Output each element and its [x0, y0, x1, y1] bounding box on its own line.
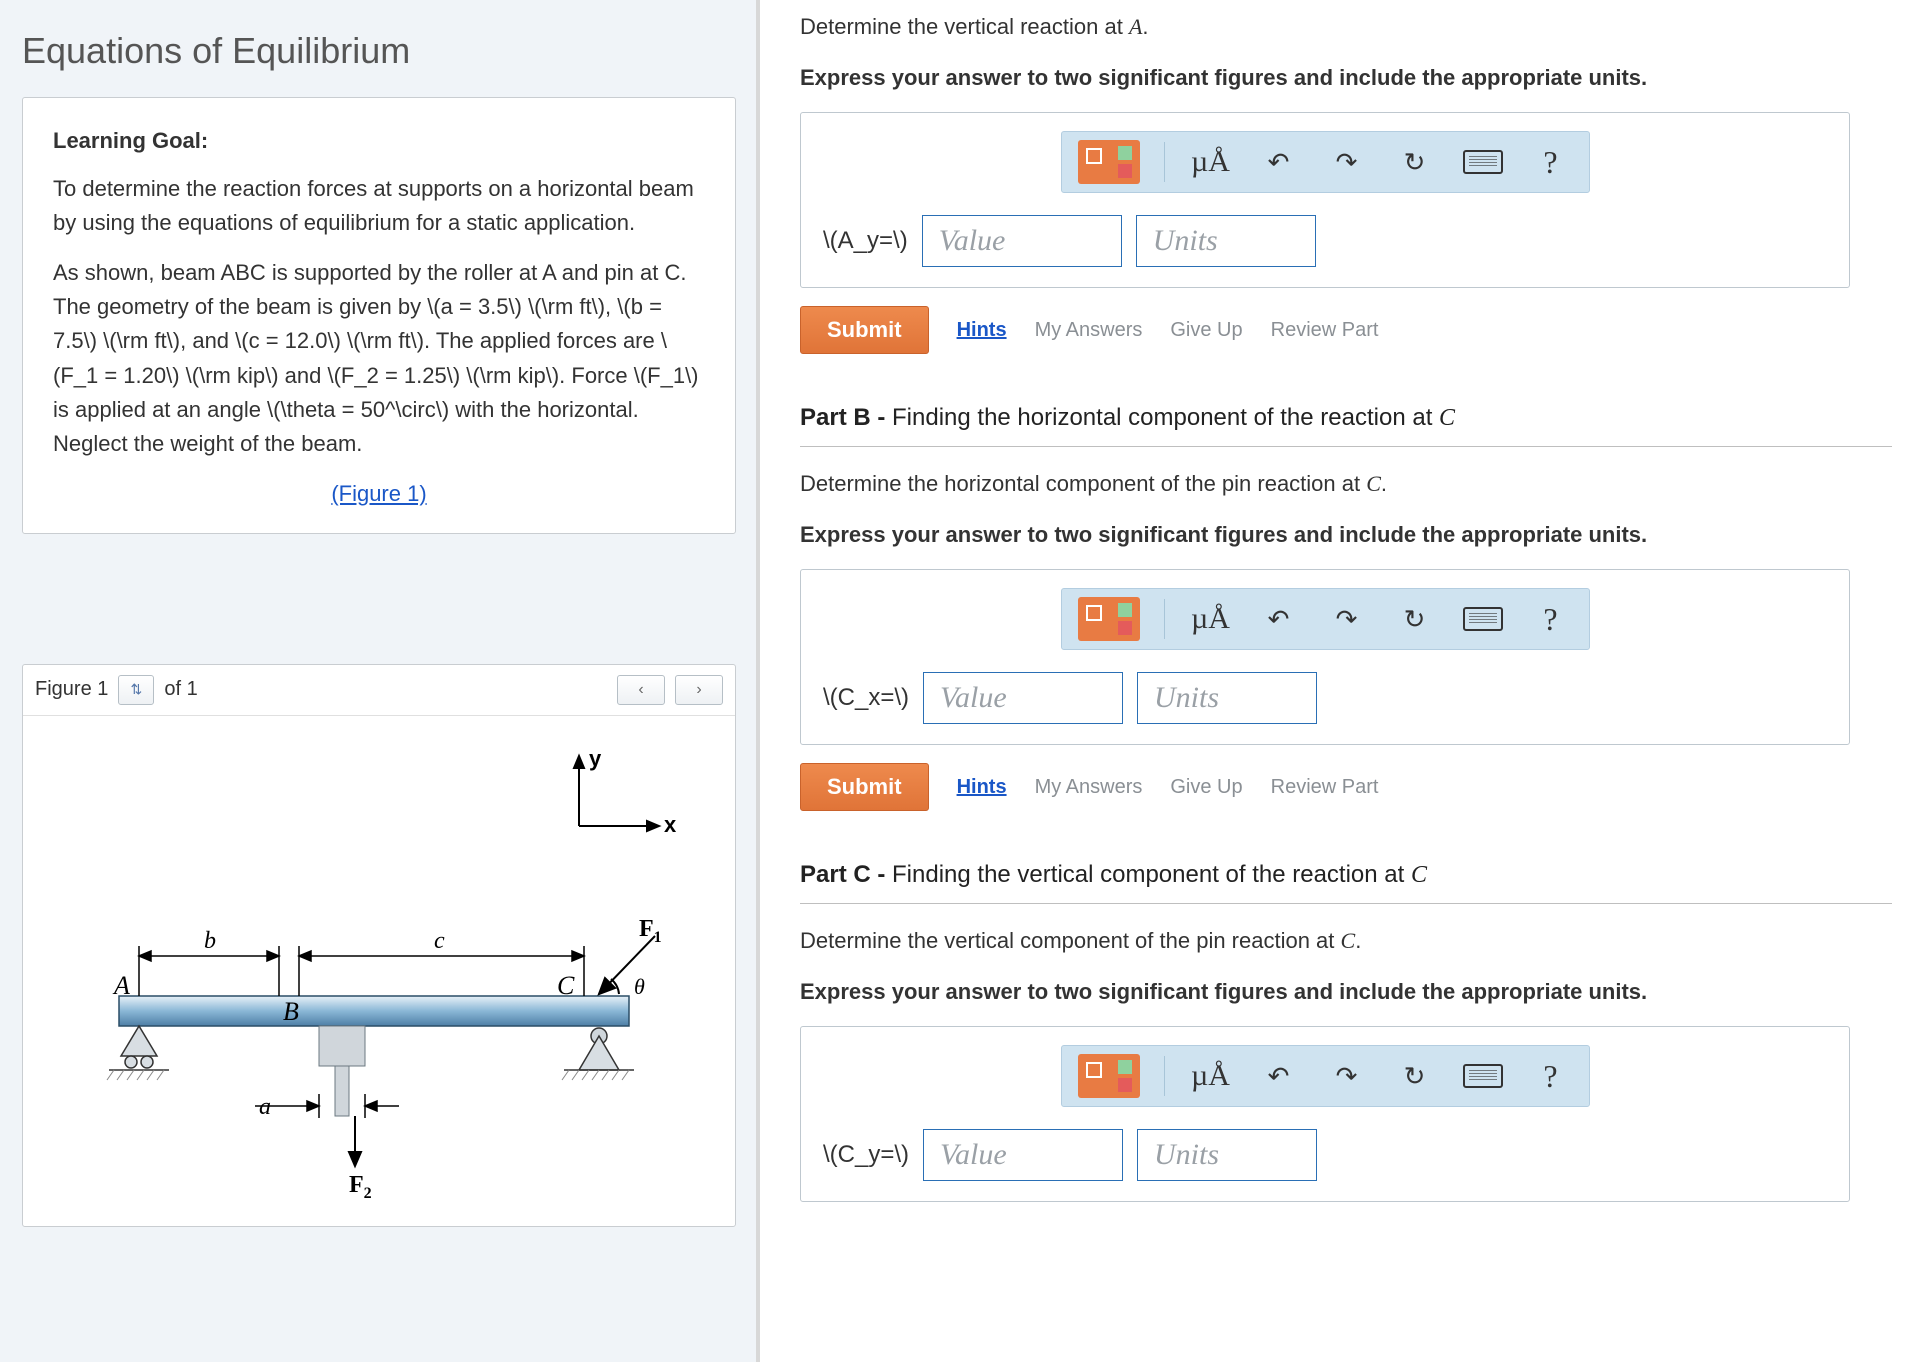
review-part-link[interactable]: Review Part — [1271, 319, 1379, 342]
toolbar-divider — [1164, 599, 1165, 639]
svg-text:c: c — [434, 928, 445, 954]
keyboard-icon[interactable] — [1461, 140, 1505, 184]
part-c-prompt: Determine the vertical component of the … — [800, 924, 1892, 957]
submit-button[interactable]: Submit — [800, 763, 929, 811]
figure-header: Figure 1 ⇅ of 1 ‹ › — [23, 665, 735, 716]
part-a-value-input[interactable]: Value — [922, 215, 1122, 267]
keyboard-icon[interactable] — [1461, 1054, 1505, 1098]
svg-text:F2: F2 — [349, 1172, 372, 1202]
part-c-var-label: \(C_y=\) — [823, 1141, 909, 1169]
review-part-link[interactable]: Review Part — [1271, 776, 1379, 799]
part-a-actions: Submit Hints My Answers Give Up Review P… — [800, 306, 1892, 354]
units-icon[interactable]: µÅ — [1189, 140, 1233, 184]
svg-text:x: x — [664, 812, 677, 837]
part-c-value-input[interactable]: Value — [923, 1129, 1123, 1181]
keyboard-icon[interactable] — [1461, 597, 1505, 641]
svg-text:A: A — [112, 971, 130, 1000]
templates-icon[interactable] — [1078, 140, 1140, 184]
svg-text:a: a — [259, 1094, 271, 1120]
part-b-value-input[interactable]: Value — [923, 672, 1123, 724]
part-b-toolbar: µÅ ↶ ↷ ↻ ? — [1061, 588, 1590, 650]
page-title: Equations of Equilibrium — [22, 30, 736, 72]
part-b-answer-box: µÅ ↶ ↷ ↻ ? \(C_x=\) Value Units — [800, 569, 1850, 745]
redo-icon[interactable]: ↷ — [1325, 1054, 1369, 1098]
my-answers-link[interactable]: My Answers — [1035, 776, 1143, 799]
figure-body: y x — [23, 716, 735, 1226]
templates-icon[interactable] — [1078, 597, 1140, 641]
templates-icon[interactable] — [1078, 1054, 1140, 1098]
part-b-actions: Submit Hints My Answers Give Up Review P… — [800, 763, 1892, 811]
figure-next-button[interactable]: › — [675, 675, 723, 705]
svg-text:y: y — [589, 746, 602, 771]
figure-label: Figure 1 — [35, 678, 108, 701]
toolbar-divider — [1164, 1056, 1165, 1096]
left-panel: Equations of Equilibrium Learning Goal: … — [0, 0, 760, 1362]
reset-icon[interactable]: ↻ — [1393, 597, 1437, 641]
learning-goal-label: Learning Goal: — [53, 124, 705, 158]
part-c: Part C - Finding the vertical component … — [800, 847, 1892, 1202]
give-up-link[interactable]: Give Up — [1170, 319, 1242, 342]
beam-diagram: y x — [59, 736, 699, 1206]
svg-text:F1: F1 — [639, 916, 662, 946]
submit-button[interactable]: Submit — [800, 306, 929, 354]
part-b-units-input[interactable]: Units — [1137, 672, 1317, 724]
svg-text:b: b — [204, 928, 216, 954]
help-icon[interactable]: ? — [1529, 140, 1573, 184]
undo-icon[interactable]: ↶ — [1257, 597, 1301, 641]
part-a-instruction: Express your answer to two significant f… — [800, 61, 1892, 94]
hints-link[interactable]: Hints — [957, 319, 1007, 342]
reset-icon[interactable]: ↻ — [1393, 1054, 1437, 1098]
part-a-toolbar: µÅ ↶ ↷ ↻ ? — [1061, 131, 1590, 193]
figure-prev-button[interactable]: ‹ — [617, 675, 665, 705]
part-b-heading: Part B - Finding the horizontal componen… — [800, 390, 1892, 447]
units-icon[interactable]: µÅ — [1189, 597, 1233, 641]
units-icon[interactable]: µÅ — [1189, 1054, 1233, 1098]
give-up-link[interactable]: Give Up — [1170, 776, 1242, 799]
svg-text:θ: θ — [634, 974, 645, 999]
help-icon[interactable]: ? — [1529, 597, 1573, 641]
part-c-heading: Part C - Finding the vertical component … — [800, 847, 1892, 904]
learning-goal-box: Learning Goal: To determine the reaction… — [22, 97, 736, 534]
part-a-units-input[interactable]: Units — [1136, 215, 1316, 267]
part-a-var-label: \(A_y=\) — [823, 227, 908, 255]
figure-1-link[interactable]: (Figure 1) — [53, 477, 705, 511]
problem-statement: As shown, beam ABC is supported by the r… — [53, 256, 705, 461]
learning-goal-text: To determine the reaction forces at supp… — [53, 172, 705, 240]
reset-icon[interactable]: ↻ — [1393, 140, 1437, 184]
part-c-toolbar: µÅ ↶ ↷ ↻ ? — [1061, 1045, 1590, 1107]
hints-link[interactable]: Hints — [957, 776, 1007, 799]
part-a-answer-box: µÅ ↶ ↷ ↻ ? \(A_y=\) Value Units — [800, 112, 1850, 288]
part-a-prompt: Determine the vertical reaction at A. — [800, 10, 1892, 43]
redo-icon[interactable]: ↷ — [1325, 597, 1369, 641]
part-a: Determine the vertical reaction at A. Ex… — [800, 10, 1892, 354]
figure-panel: Figure 1 ⇅ of 1 ‹ › y — [22, 664, 736, 1227]
part-c-instruction: Express your answer to two significant f… — [800, 975, 1892, 1008]
part-b-prompt: Determine the horizontal component of th… — [800, 467, 1892, 500]
help-icon[interactable]: ? — [1529, 1054, 1573, 1098]
svg-text:B: B — [283, 997, 299, 1026]
undo-icon[interactable]: ↶ — [1257, 1054, 1301, 1098]
part-c-answer-box: µÅ ↶ ↷ ↻ ? \(C_y=\) Value Units — [800, 1026, 1850, 1202]
svg-text:C: C — [557, 971, 575, 1000]
part-b-var-label: \(C_x=\) — [823, 684, 909, 712]
undo-icon[interactable]: ↶ — [1257, 140, 1301, 184]
redo-icon[interactable]: ↷ — [1325, 140, 1369, 184]
my-answers-link[interactable]: My Answers — [1035, 319, 1143, 342]
toolbar-divider — [1164, 142, 1165, 182]
part-b: Part B - Finding the horizontal componen… — [800, 390, 1892, 811]
part-c-units-input[interactable]: Units — [1137, 1129, 1317, 1181]
figure-selector[interactable]: ⇅ — [118, 675, 154, 705]
part-b-instruction: Express your answer to two significant f… — [800, 518, 1892, 551]
figure-of-text: of 1 — [164, 678, 197, 701]
right-panel: Determine the vertical reaction at A. Ex… — [760, 0, 1932, 1362]
